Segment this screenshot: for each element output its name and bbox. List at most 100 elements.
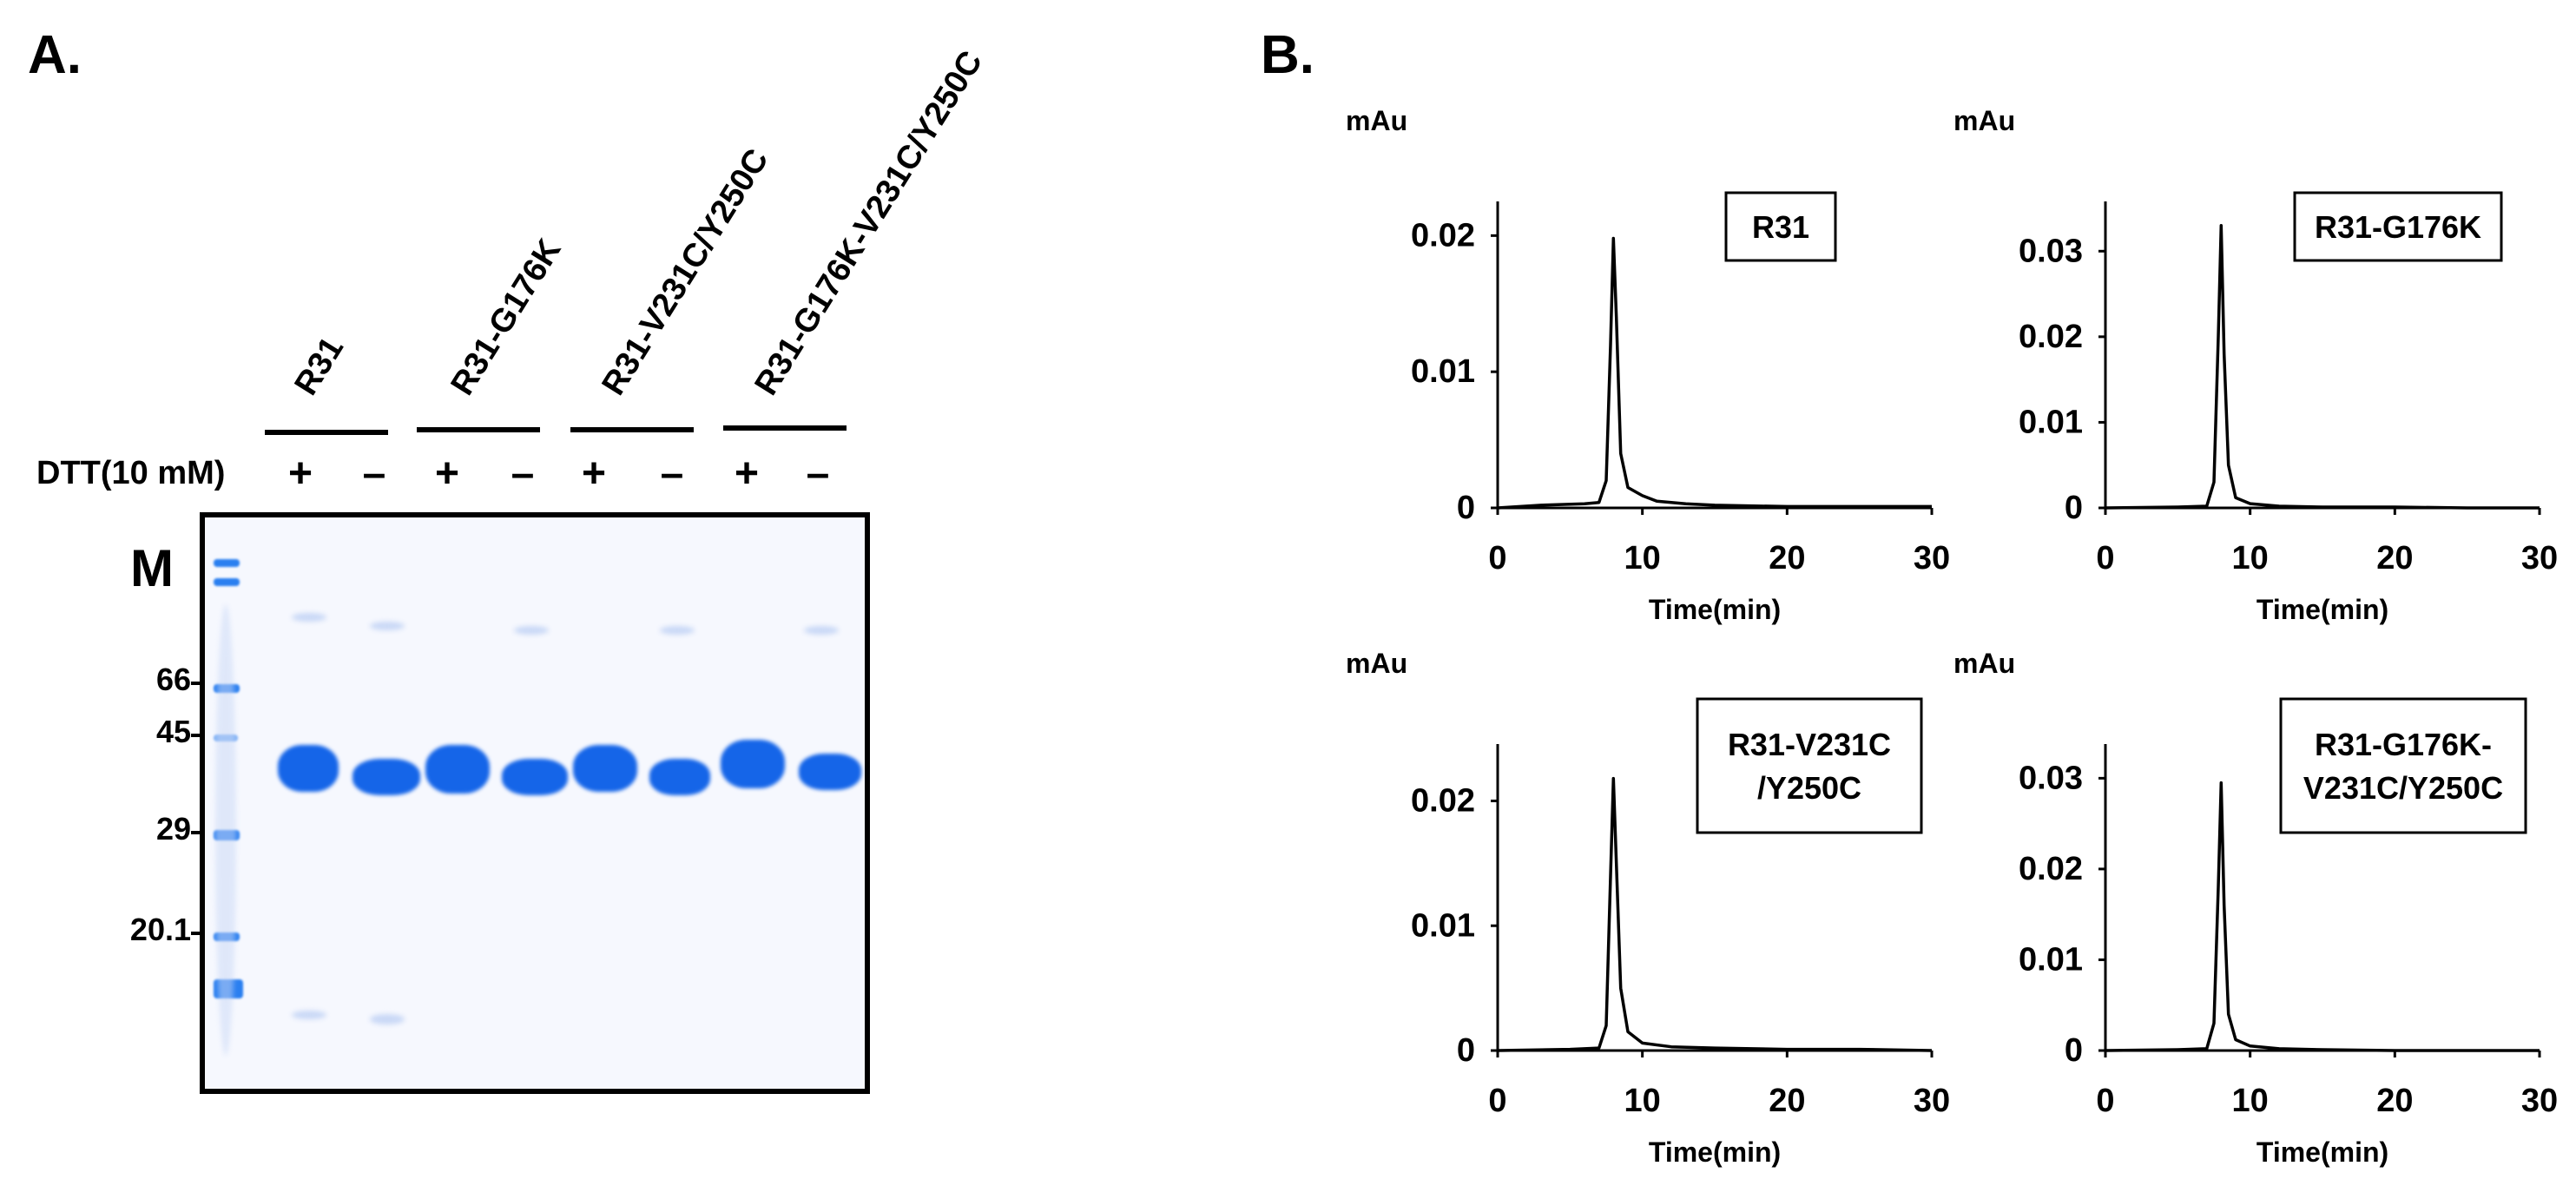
marker-label: M: [130, 539, 174, 597]
faint-band: [514, 626, 549, 635]
y-tick-label: 0.02: [2019, 851, 2083, 887]
faint-band: [292, 613, 326, 622]
x-tick-label: 30: [2521, 1083, 2558, 1119]
dtt-sign: –: [660, 451, 684, 497]
y-tick-label: 0.03: [2019, 233, 2083, 269]
x-tick-label: 10: [2232, 540, 2269, 576]
marker-tick: [191, 932, 201, 935]
protein-band: [502, 759, 568, 795]
x-tick-label: 0: [2096, 1083, 2114, 1119]
marker-weight-label: 45: [155, 714, 191, 749]
x-tick-label: 20: [2376, 1083, 2413, 1119]
y-tick-label: 0: [2065, 490, 2083, 526]
y-tick-label: 0.01: [1411, 353, 1475, 390]
lane-group-underline: [265, 430, 388, 435]
marker-weight-label: 20.1: [129, 912, 191, 947]
legend-text: R31-V231C: [1728, 727, 1891, 762]
y-tick-label: 0.01: [2019, 941, 2083, 978]
x-tick-label: 10: [2232, 1083, 2269, 1119]
marker-tick: [191, 734, 201, 737]
y-axis-label: mAu: [1953, 105, 2015, 136]
x-tick-label: 30: [1914, 540, 1950, 576]
lane-group-underline: [570, 427, 694, 432]
chromatogram-trace: [2105, 223, 2540, 510]
chromatogram-trace: [1497, 236, 1932, 510]
dtt-sign: +: [734, 451, 760, 497]
lane-label-r31-g176k: R31-G176K: [444, 233, 569, 402]
panel-b-label: B.: [1261, 25, 1314, 85]
faint-band: [370, 622, 405, 630]
legend-box: [1724, 191, 1837, 262]
x-tick-label: 20: [1769, 540, 1805, 576]
lane-group-underline: [723, 425, 847, 431]
lane-label-r31-v231c-y250c: R31-V231C/Y250C: [595, 142, 776, 402]
y-tick-label: 0: [1457, 1032, 1475, 1069]
faint-band: [804, 626, 839, 635]
dtt-sign: –: [362, 451, 386, 497]
legend-text: R31-G176K-: [2315, 727, 2492, 762]
marker-weight-label: 66: [155, 662, 191, 697]
x-tick-label: 20: [2376, 540, 2413, 576]
lane-label-r31-g176k-v231c-y250c: R31-G176K-V231C/Y250C: [748, 44, 991, 402]
x-tick-label: 10: [1624, 540, 1661, 576]
lane-group-underline: [417, 427, 540, 432]
x-tick-label: 0: [2096, 540, 2114, 576]
x-axis-label: Time(min): [1649, 594, 1781, 625]
dtt-sign: +: [434, 451, 460, 497]
x-axis-label: Time(min): [2256, 594, 2388, 625]
chromatogram-r31-v231c-y250c: mAu 0 0.01 0.02 0 10 20 30 Time(min) R31-V231C/Y2…: [1346, 648, 1950, 1168]
faint-band: [292, 1011, 326, 1019]
legend-text: R31: [1752, 209, 1809, 245]
y-tick-label: 0.02: [1411, 783, 1475, 820]
chromatogram-r31-g176k: mAu 0 0.01 0.02 0.03 0 10 20 30 Time(min) R31-G176…: [1953, 105, 2558, 625]
chromatogram-trace: [1497, 776, 1933, 1052]
gel-image: [200, 512, 870, 1094]
marker-tick: [191, 682, 201, 685]
protein-band: [278, 745, 339, 792]
legend-text: R31-G176K: [2315, 209, 2481, 245]
legend-box: [2279, 697, 2527, 834]
x-tick-label: 10: [1624, 1083, 1661, 1119]
y-axis-label: mAu: [1346, 105, 1407, 136]
faint-band: [660, 626, 695, 635]
legend-text: V231C/Y250C: [2303, 770, 2503, 806]
dtt-sign: +: [287, 451, 313, 497]
chromatogram-r31: mAu 0 0.01 0.02 0 10 20 30 Time(min) R31: [1346, 105, 1950, 625]
chromatogram-r31-g176k-v231c-y250c: mAu 0 0.01 0.02 0.03 0 10 20 30 Time(min) R31-G176…: [1953, 648, 2558, 1168]
x-axis-label: Time(min): [1649, 1136, 1781, 1168]
x-tick-label: 30: [2521, 540, 2558, 576]
legend-box: [2293, 191, 2503, 262]
y-axis-label: mAu: [1346, 648, 1407, 679]
x-tick-label: 0: [1488, 1083, 1506, 1119]
dtt-sign: –: [806, 451, 830, 497]
x-tick-label: 0: [1488, 540, 1506, 576]
protein-band: [721, 740, 785, 788]
y-tick-label: 0.01: [2019, 404, 2083, 440]
faint-band: [370, 1014, 405, 1024]
y-tick-label: 0.03: [2019, 760, 2083, 796]
x-axis-label: Time(min): [2256, 1136, 2388, 1168]
marker-tick: [191, 831, 201, 834]
x-tick-label: 20: [1769, 1083, 1805, 1119]
dtt-sign: –: [511, 451, 535, 497]
ladder-band: [214, 578, 240, 586]
y-tick-label: 0.01: [1411, 907, 1475, 944]
protein-band: [425, 745, 490, 794]
protein-band: [649, 759, 710, 795]
y-axis-label: mAu: [1953, 648, 2015, 679]
marker-weight-label: 29: [155, 811, 191, 847]
chromatogram-trace: [2105, 781, 2540, 1052]
dtt-sign: +: [581, 451, 607, 497]
y-tick-label: 0: [2065, 1032, 2083, 1069]
legend-text: /Y250C: [1757, 770, 1861, 806]
lane-label-r31: R31: [287, 331, 352, 402]
y-tick-label: 0.02: [2019, 319, 2083, 355]
y-tick-label: 0.02: [1411, 217, 1475, 254]
dtt-label: DTT(10 mM): [36, 455, 226, 491]
y-tick-label: 0: [1457, 490, 1475, 526]
protein-band: [352, 759, 420, 795]
x-tick-label: 30: [1914, 1083, 1950, 1119]
protein-band: [799, 754, 861, 790]
protein-band: [573, 745, 637, 792]
ladder-band: [214, 559, 240, 567]
